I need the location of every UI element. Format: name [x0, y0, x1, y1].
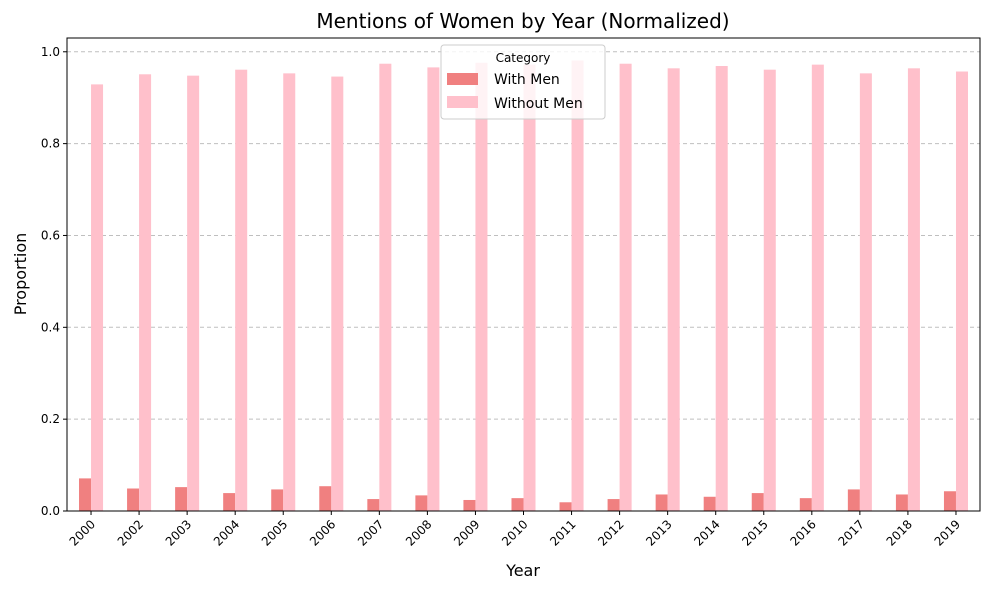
bar-without-men-2003: [187, 75, 200, 511]
y-tick-label: 0.2: [41, 412, 60, 426]
legend-label-without-men: Without Men: [494, 96, 583, 112]
bar-with-men-2005: [271, 489, 284, 511]
bar-with-men-2014: [703, 496, 716, 511]
plot-frame: [66, 37, 981, 512]
bar-with-men-2004: [223, 493, 236, 511]
bar-with-men-2006: [319, 486, 332, 511]
bar-without-men-2005: [283, 73, 296, 511]
y-tick-label: 0.6: [41, 228, 60, 242]
x-tick-label: 2004: [211, 517, 242, 548]
y-tick-label: 0.4: [41, 320, 60, 334]
bar-without-men-2007: [379, 63, 392, 512]
bar-without-men-2000: [91, 84, 104, 511]
bar-without-men-2013: [667, 68, 680, 511]
legend-box: [440, 44, 606, 120]
x-tick-label: 2009: [451, 517, 482, 548]
x-tick-label: 2018: [884, 517, 915, 548]
legend-swatch-with-men: [447, 73, 478, 85]
bar-without-men-2018: [907, 68, 920, 511]
bar-with-men-2015: [751, 493, 764, 511]
bar-with-men-2008: [415, 495, 428, 511]
y-tick-label: 0.8: [41, 137, 60, 151]
legend-title: Category: [496, 51, 551, 65]
legend-label-with-men: With Men: [494, 72, 560, 88]
y-axis-label: Proportion: [11, 233, 30, 316]
bar-without-men-2014: [715, 66, 728, 511]
x-tick-label: 2012: [595, 517, 626, 548]
bar-without-men-2011: [571, 60, 584, 511]
bar-with-men-2018: [895, 494, 908, 511]
x-tick-label: 2000: [67, 517, 98, 548]
bar-with-men-2009: [463, 499, 476, 511]
x-axis-label: Year: [505, 561, 540, 580]
x-tick-label: 2002: [115, 517, 146, 548]
legend: Category With Men Without Men: [440, 44, 606, 120]
bar-without-men-2004: [235, 69, 248, 512]
x-tick-label: 2007: [355, 517, 386, 548]
y-tick-label: 0.0: [41, 504, 60, 518]
bar-with-men-2010: [511, 498, 524, 511]
bar-without-men-2012: [619, 63, 632, 512]
bar-with-men-2002: [127, 488, 140, 511]
bar-with-men-2011: [559, 502, 572, 511]
bar-with-men-2016: [799, 498, 812, 511]
bar-with-men-2003: [175, 487, 188, 511]
x-tick-label: 2008: [403, 517, 434, 548]
bar-with-men-2000: [79, 478, 92, 511]
chart-title: Mentions of Women by Year (Normalized): [316, 9, 729, 33]
bar-with-men-2012: [607, 499, 620, 511]
x-tick-label: 2006: [307, 517, 338, 548]
bars: [79, 60, 968, 512]
bar-with-men-2007: [367, 499, 380, 511]
bar-with-men-2017: [847, 489, 860, 511]
x-tick-label: 2003: [163, 517, 194, 548]
x-tick-label: 2011: [547, 517, 578, 548]
bar-with-men-2019: [943, 491, 956, 511]
bar-without-men-2015: [763, 69, 776, 512]
x-tick-label: 2010: [499, 517, 530, 548]
bar-without-men-2019: [955, 71, 968, 511]
x-tick-label: 2016: [787, 517, 818, 548]
bar-without-men-2009: [475, 62, 488, 511]
bar-without-men-2017: [859, 73, 872, 511]
x-tick-label: 2019: [932, 517, 963, 548]
x-tick-label: 2015: [739, 517, 770, 548]
x-tick-label: 2014: [691, 517, 722, 548]
bar-without-men-2010: [523, 64, 536, 511]
y-tick-label: 1.0: [41, 45, 60, 59]
bar-without-men-2008: [427, 67, 440, 511]
x-tick-label: 2005: [259, 517, 290, 548]
bar-without-men-2016: [811, 64, 824, 511]
legend-swatch-without-men: [447, 96, 478, 108]
bar-with-men-2013: [655, 494, 668, 511]
bar-without-men-2006: [331, 76, 344, 511]
x-tick-label: 2017: [835, 517, 866, 548]
x-tick-label: 2013: [643, 517, 674, 548]
bar-without-men-2002: [139, 74, 152, 512]
